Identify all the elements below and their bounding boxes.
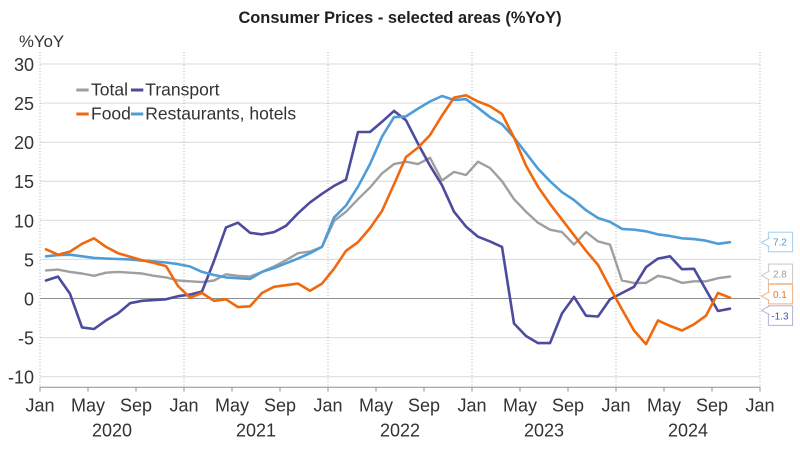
svg-text:Sep: Sep: [552, 396, 584, 416]
svg-text:2024: 2024: [668, 421, 708, 441]
svg-text:Restaurants, hotels: Restaurants, hotels: [145, 104, 296, 124]
svg-text:May: May: [503, 396, 537, 416]
svg-text:Transport: Transport: [145, 80, 219, 100]
svg-text:2022: 2022: [380, 421, 420, 441]
svg-text:Sep: Sep: [264, 396, 296, 416]
svg-text:%YoY: %YoY: [19, 32, 64, 51]
svg-text:15: 15: [14, 172, 34, 192]
svg-text:Jan: Jan: [169, 396, 198, 416]
svg-text:-1.3: -1.3: [771, 311, 789, 322]
svg-text:0.1: 0.1: [773, 290, 787, 301]
svg-text:-10: -10: [8, 368, 34, 388]
svg-text:Jan: Jan: [601, 396, 630, 416]
svg-text:7.2: 7.2: [773, 238, 787, 249]
svg-text:10: 10: [14, 211, 34, 231]
svg-text:2023: 2023: [524, 421, 564, 441]
svg-text:20: 20: [14, 133, 34, 153]
svg-text:Food: Food: [91, 104, 131, 124]
svg-text:30: 30: [14, 55, 34, 75]
svg-text:May: May: [647, 396, 681, 416]
svg-text:May: May: [359, 396, 393, 416]
svg-text:Jan: Jan: [25, 396, 54, 416]
svg-text:5: 5: [24, 250, 34, 270]
svg-text:2.8: 2.8: [773, 270, 787, 281]
svg-text:2020: 2020: [92, 421, 132, 441]
svg-text:Sep: Sep: [408, 396, 440, 416]
svg-text:Jan: Jan: [745, 396, 774, 416]
svg-text:25: 25: [14, 94, 34, 114]
svg-text:Sep: Sep: [696, 396, 728, 416]
svg-text:Sep: Sep: [120, 396, 152, 416]
svg-text:May: May: [71, 396, 105, 416]
svg-text:Total: Total: [91, 80, 128, 100]
svg-text:Jan: Jan: [457, 396, 486, 416]
svg-text:2021: 2021: [236, 421, 276, 441]
svg-text:Consumer Prices - selected are: Consumer Prices - selected areas (%YoY): [238, 9, 561, 27]
svg-text:May: May: [215, 396, 249, 416]
svg-text:-5: -5: [18, 329, 34, 349]
svg-text:0: 0: [24, 290, 34, 310]
svg-text:Jan: Jan: [313, 396, 342, 416]
